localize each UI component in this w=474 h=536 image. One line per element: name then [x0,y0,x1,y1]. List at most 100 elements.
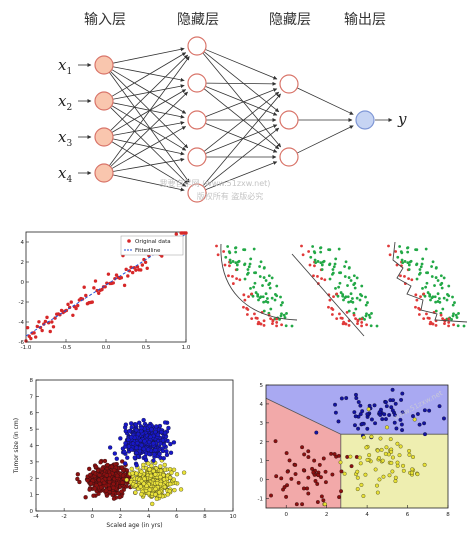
plot-frame [265,384,449,509]
input-label-x1: x1 [58,56,72,77]
red-point [430,322,434,326]
red-point [308,263,312,267]
red-point [447,324,450,328]
decision-boundary [291,253,365,337]
class-point [364,445,369,450]
green-point [421,257,425,261]
x-tick-label: 2 [325,512,329,518]
cluster-point [134,463,139,468]
data-point [51,325,56,329]
green-point [430,296,434,300]
green-point [428,293,432,296]
red-point [388,253,392,257]
class-point [361,435,366,440]
class-point [389,460,394,465]
class-point [273,439,278,444]
green-point [455,316,459,319]
cluster-point [168,450,174,455]
red-point [262,319,266,323]
cluster-point [164,449,169,454]
cluster-point [147,487,152,492]
green-point [333,262,337,266]
green-point [261,295,265,299]
cluster-point [141,462,146,468]
class-point [394,426,399,431]
red-point [335,317,339,321]
class-point [355,469,360,474]
input-subscript: 1 [66,67,72,77]
class-point [306,491,311,496]
y-tick-label: 3 [260,421,264,427]
green-point [349,279,353,282]
cluster-point [134,471,139,476]
green-point [355,276,359,280]
green-point [273,298,277,302]
decision-boundary [220,243,298,321]
green-point [339,291,343,294]
data-point [25,325,30,330]
data-point [122,283,127,288]
red-point [245,313,249,316]
green-point [457,312,460,315]
green-point [403,260,407,263]
red-point [399,274,402,278]
red-point [339,316,343,320]
class-point [365,457,370,462]
data-point [113,276,117,281]
class-point [422,408,427,413]
connection-arrow [112,138,185,156]
data-point [69,300,73,304]
red-point [428,322,432,326]
y-tick-label: 1 [260,459,264,465]
cluster-point [83,495,88,500]
green-point [406,250,410,254]
green-point [337,285,341,289]
red-point [250,317,254,321]
green-point [452,312,455,316]
data-point [40,328,44,333]
red-point [223,263,227,267]
cluster-point [107,486,112,491]
cluster-point [148,434,153,440]
layer-title-hidden-1: 隐藏层 [177,12,219,28]
green-point [334,286,337,290]
cluster-point [146,461,151,466]
green-point [283,316,287,319]
green-point [224,255,228,259]
connection-arrow [112,47,185,64]
hidden-neuron [187,73,207,93]
class-point [333,402,337,407]
green-point [451,295,454,299]
data-point [184,231,188,235]
cluster-point [139,469,144,474]
watermark-line-2: 版权所有 盗版必究 [197,191,264,201]
class-point [395,463,400,468]
data-point [124,267,128,272]
green-point [351,297,354,300]
hidden-neuron [187,110,207,130]
green-point [436,292,440,296]
cluster-point [166,425,171,431]
connection-arrow [108,56,190,166]
connection-arrow [203,127,280,188]
class-point [349,464,354,469]
green-point [314,261,318,265]
class-point [365,412,370,417]
data-point [132,266,136,270]
red-point [271,322,274,326]
class-point [415,472,420,477]
data-point [90,300,94,304]
class-point [321,498,326,503]
cluster-point [154,424,159,429]
green-point [279,314,283,318]
green-point [369,324,373,328]
cluster-point [107,476,112,481]
class-point [395,441,400,446]
cluster-point [148,473,154,479]
connection-arrow [111,141,187,187]
connection-arrow [203,91,280,152]
green-point [406,261,410,265]
red-point [307,250,311,253]
green-point [337,247,341,251]
green-point [252,247,256,251]
